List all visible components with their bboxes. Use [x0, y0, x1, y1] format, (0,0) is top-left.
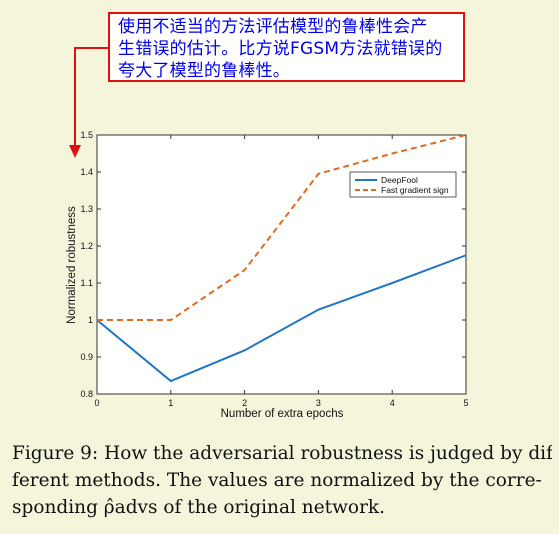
legend: DeepFool Fast gradient sign [349, 171, 457, 198]
annotation-arrow [69, 47, 108, 158]
caption-line-3: sponding ρ̂advs of the original network. [12, 497, 386, 518]
y-axis-label: Normalized robustness [66, 206, 78, 324]
x-axis-label: Number of extra epochs [221, 408, 344, 420]
robustness-chart: 0 1 2 3 4 5 0.8 0.9 1 1.1 1.2 1.3 1.4 1.5 Number of e… [66, 47, 469, 420]
y-tick-label: 1.4 [80, 167, 93, 177]
legend-box [349, 171, 457, 198]
x-tick-label: 5 [463, 398, 468, 408]
y-tick-label: 1 [88, 315, 93, 325]
x-tick-label: 4 [390, 398, 395, 408]
y-tick-label: 1.3 [80, 204, 93, 214]
y-tick-label: 1.5 [80, 130, 93, 140]
caption-line-1: Figure 9: How the adversarial robustness… [12, 443, 552, 464]
y-tick-label: 1.2 [80, 241, 93, 251]
annotation-line-1: 使用不适当的方法评估模型的鲁棒性会产 [118, 17, 428, 37]
annotation-box: 使用不适当的方法评估模型的鲁棒性会产 生错误的估计。比方说FGSM方法就错误的 … [108, 12, 465, 82]
x-tick-label: 0 [94, 398, 99, 408]
y-tick-label: 0.8 [80, 389, 93, 399]
legend-label-deepfool: DeepFool [381, 175, 418, 185]
annotation-line-3: 夸大了模型的鲁棒性。 [118, 61, 290, 81]
figure-caption: Figure 9: How the adversarial robustness… [12, 440, 552, 521]
legend-label-fast-gradient-sign: Fast gradient sign [381, 185, 449, 195]
series-line-fast-gradient-sign [97, 134, 467, 321]
x-tick-label: 1 [168, 398, 173, 408]
y-tick-label: 1.1 [80, 278, 93, 288]
series-line-deepfool [96, 254, 467, 383]
annotation-line-2: 生错误的估计。比方说FGSM方法就错误的 [118, 39, 443, 59]
x-tick-label: 3 [316, 398, 321, 408]
y-tick-label: 0.9 [80, 352, 93, 362]
caption-line-2: ferent methods. The values are normalize… [12, 470, 542, 491]
x-tick-label: 2 [242, 398, 247, 408]
